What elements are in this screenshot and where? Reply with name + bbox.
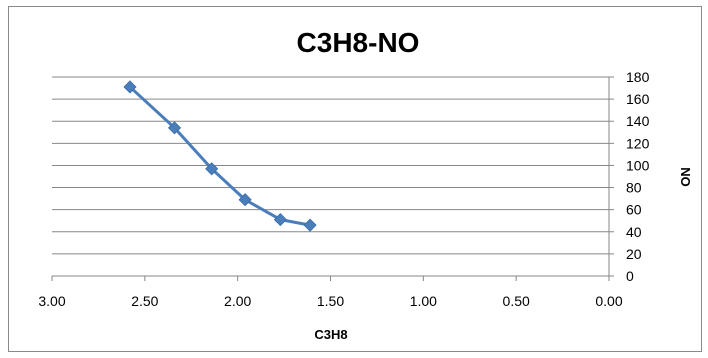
y-tick-label: 160 [626, 91, 650, 107]
y-tick-label: 0 [626, 268, 634, 284]
series-no [123, 80, 317, 232]
axes [51, 76, 614, 281]
series-line [128, 85, 312, 227]
y-tick-label: 80 [626, 180, 642, 196]
y-axis-title: NO [678, 167, 693, 187]
x-tick-label: 0.50 [503, 293, 530, 309]
data-point [167, 121, 182, 135]
y-tick-labels: 180 160 140 120 100 80 60 40 20 0 [626, 69, 650, 284]
chart-area [8, 6, 702, 352]
y-tick-label: 20 [626, 246, 642, 262]
data-point [273, 213, 287, 227]
x-tick-labels: 3.00 2.50 2.00 1.50 1.00 0.50 0.00 [38, 293, 622, 309]
data-point [205, 162, 219, 176]
x-tick-label: 2.00 [224, 293, 251, 309]
x-tick-label: 3.00 [38, 293, 65, 309]
y-tick-label: 180 [626, 69, 650, 85]
x-tick-label: 1.00 [410, 293, 437, 309]
x-tick-label: 0.00 [595, 293, 622, 309]
data-point [303, 218, 317, 232]
gridlines [52, 76, 609, 255]
y-tick-label: 140 [626, 113, 650, 129]
y-tick-label: 40 [626, 224, 642, 240]
data-point [123, 80, 137, 94]
y-tick-label: 60 [626, 202, 642, 218]
y-tick-label: 100 [626, 157, 650, 173]
y-tick-label: 120 [626, 135, 650, 151]
chart-title: C3H8-NO [297, 27, 420, 58]
data-point [238, 193, 252, 207]
x-tick-label: 1.50 [317, 293, 344, 309]
x-axis-title: C3H8 [314, 327, 347, 342]
x-tick-label: 2.50 [131, 293, 158, 309]
